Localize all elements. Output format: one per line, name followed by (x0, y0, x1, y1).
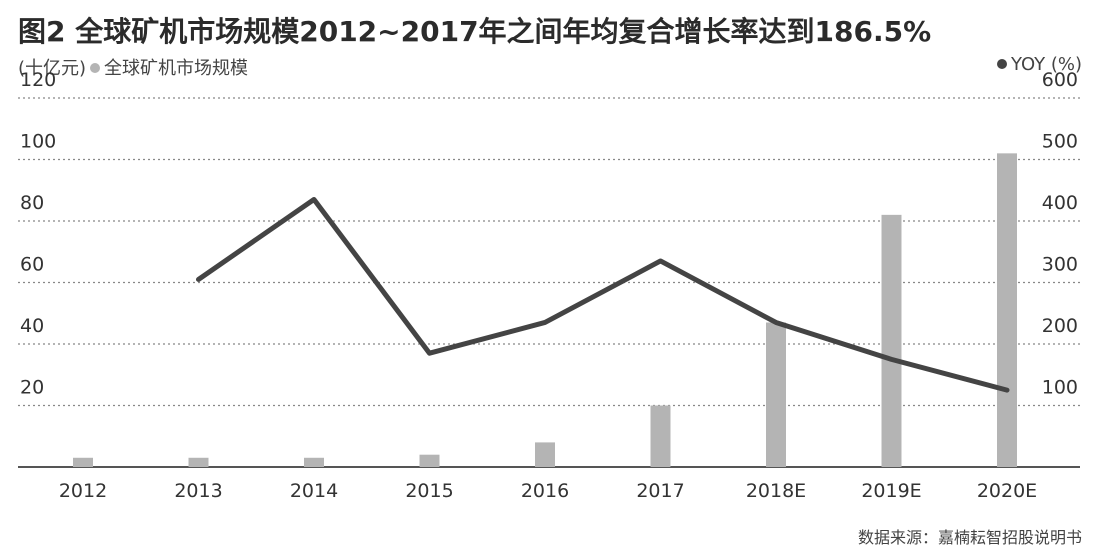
left-axis-tick-label: 80 (20, 192, 44, 214)
bar (535, 442, 555, 467)
yoy-line (196, 196, 1010, 393)
x-axis-tick-label: 2016 (521, 480, 569, 502)
right-axis-tick-label: 100 (1042, 377, 1078, 399)
left-axis-tick-label: 60 (20, 254, 44, 276)
right-axis-tick-label: 600 (1042, 69, 1078, 91)
bar-legend-label: 全球矿机市场规模 (104, 58, 249, 79)
bar (881, 214, 902, 467)
left-axis-tick-label: 100 (20, 131, 56, 153)
bar (650, 405, 671, 467)
line-legend-marker (996, 59, 1007, 69)
left-axis-tick-label: 40 (20, 315, 44, 337)
right-axis-tick-label: 300 (1042, 254, 1078, 276)
right-axis-tick-label: 400 (1042, 192, 1078, 214)
x-axis-tick-label: 2020E (977, 480, 1037, 502)
x-axis-tick-label: 2017 (636, 480, 684, 502)
x-axis-tick-label: 2018E (746, 480, 806, 502)
x-axis-tick-label: 2015 (405, 480, 453, 502)
bar (419, 454, 440, 467)
x-axis-tick-label: 2014 (290, 480, 338, 502)
bar (188, 457, 209, 467)
legend-left: (十亿元) 全球矿机市场规模 (18, 54, 248, 80)
legend-right: YOY (%) (993, 54, 1082, 75)
unit-label: (十亿元) (18, 58, 87, 79)
bar (766, 322, 786, 467)
right-axis-tick-label: 500 (1042, 131, 1078, 153)
right-axis-tick-label: 200 (1042, 315, 1078, 337)
line-legend-label: YOY (%) (1010, 54, 1082, 75)
chart-title: 图2 全球矿机市场规模2012~2017年之间年均复合增长率达到186.5% (18, 15, 932, 48)
source-note: 数据来源：嘉楠耘智招股说明书 (857, 528, 1082, 547)
bar (73, 457, 93, 467)
bar-legend-marker (90, 63, 101, 73)
x-axis-tick-label: 2019E (861, 480, 921, 502)
x-axis-tick-label: 2013 (174, 480, 222, 502)
bar (304, 457, 324, 467)
bar (997, 153, 1017, 467)
x-axis-tick-label: 2012 (59, 480, 107, 502)
left-axis-tick-label: 20 (20, 377, 44, 399)
left-axis-tick-label: 120 (20, 69, 56, 91)
